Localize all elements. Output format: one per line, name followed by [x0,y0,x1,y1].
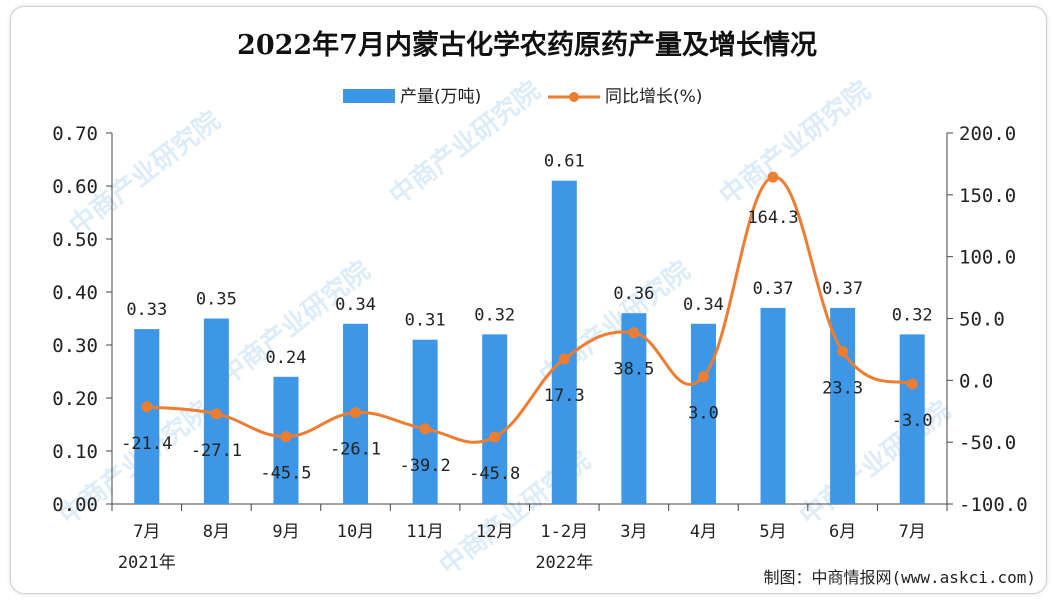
bar-data-label: 0.61 [544,152,585,172]
line-point [141,401,153,413]
legend-line-marker [569,92,579,102]
line-point [628,327,640,339]
line-data-label: -27.1 [191,441,242,461]
line-data-label: 38.5 [613,360,654,380]
bar-data-label: 0.36 [613,284,654,304]
chart-title: 2022年7月内蒙古化学农药原药产量及增长情况 [237,29,817,61]
line-point [489,431,501,443]
source-note: 制图：中商情报网(www.askci.com) [764,568,1037,587]
bar [412,339,438,504]
line-point [280,431,292,443]
right-axis-tick-label: 150.0 [959,185,1016,207]
legend-line-label: 同比增长(%) [605,87,702,107]
left-axis-tick-label: 0.20 [52,388,98,410]
left-axis-tick-label: 0.60 [52,176,98,198]
bar [830,307,856,504]
category-label: 5月 [759,522,786,542]
category-label: 10月 [337,522,374,542]
category-labels: 7月 8月 9月 10月 11月 12月 1-2月 3月 4月 5月 6月 7月 2021年 2022年 [118,522,926,573]
bar-data-label: 0.32 [892,305,933,325]
bar [482,334,508,504]
bar-data-label: 0.37 [822,279,863,299]
line-data-label: -39.2 [400,456,451,476]
line-point [210,408,222,420]
right-axis-tick-label: 0.0 [959,370,993,392]
line-point [906,378,918,390]
right-axis-tick-label: -50.0 [959,432,1016,454]
line-point [767,171,779,183]
bar [551,180,577,504]
category-label: 9月 [272,522,299,542]
line-data-label: -45.5 [260,464,311,484]
bar [899,334,925,504]
line-series [141,171,918,444]
line-data-label: 17.3 [544,386,585,406]
bar-data-label: 0.32 [474,305,515,325]
right-axis-tick-label: 200.0 [959,123,1016,145]
bar [621,313,647,504]
bar-data-label: 0.37 [753,279,794,299]
category-label: 6月 [829,522,856,542]
category-label: 7月 [133,522,160,542]
line-point [837,346,849,358]
bar [690,323,716,504]
line-point [697,371,709,383]
bar-data-label: 0.34 [335,295,376,315]
category-label: 12月 [476,522,513,542]
chart-frame [10,6,1047,594]
left-axis-tick-label: 0.30 [52,335,98,357]
category-label: 3月 [620,522,647,542]
category-label: 7月 [899,522,926,542]
line-point [350,407,362,419]
left-axis-tick-label: 0.50 [52,229,98,251]
line-point [558,353,570,365]
category-label: 4月 [690,522,717,542]
line-data-label: 164.3 [747,208,798,228]
bar-data-label: 0.24 [265,348,306,368]
line-data-label: -3.0 [892,411,933,431]
line-data-label: 23.3 [822,379,863,399]
bar-data-labels: 0.33 0.35 0.24 0.34 0.31 0.32 0.61 0.36 0.34 0.37… [126,152,932,368]
left-axis-tick-label: 0.40 [52,282,98,304]
category-label: 1-2月 [540,522,588,542]
axes: 0.00 0.10 0.20 0.30 0.40 0.50 0.60 0.70 -100.0 -5… [52,123,1027,516]
line-data-label: -21.4 [121,434,172,454]
line-data-label: -26.1 [330,440,381,460]
bar-data-label: 0.33 [126,300,167,320]
year-label: 2022年 [535,553,593,573]
bar-series [134,180,925,504]
right-axis-tick-label: -100.0 [959,494,1028,516]
left-axis-tick-label: 0.70 [52,123,98,145]
watermark-text: 中商产业研究院 [714,75,877,211]
legend-bar-swatch [343,89,395,103]
category-label: 11月 [406,522,443,542]
bar-data-label: 0.34 [683,295,724,315]
left-axis-tick-label: 0.00 [52,494,98,516]
right-axis-tick-label: 100.0 [959,247,1016,269]
bar-data-label: 0.31 [405,311,446,331]
right-axis-tick-label: 50.0 [959,309,1005,331]
bar-data-label: 0.35 [196,290,237,310]
line-point [419,423,431,435]
legend-bar-label: 产量(万吨) [400,87,481,107]
year-label: 2021年 [118,553,176,573]
line-data-label: 3.0 [688,404,719,424]
category-label: 8月 [203,522,230,542]
left-axis-tick-label: 0.10 [52,441,98,463]
legend: 产量(万吨) 同比增长(%) [343,87,702,107]
bar [134,329,160,504]
line-data-label: -45.8 [469,464,520,484]
line-data-labels: -21.4 -27.1 -45.5 -26.1 -39.2 -45.8 17.3 38.5 3.… [121,208,932,484]
bar [760,307,786,504]
